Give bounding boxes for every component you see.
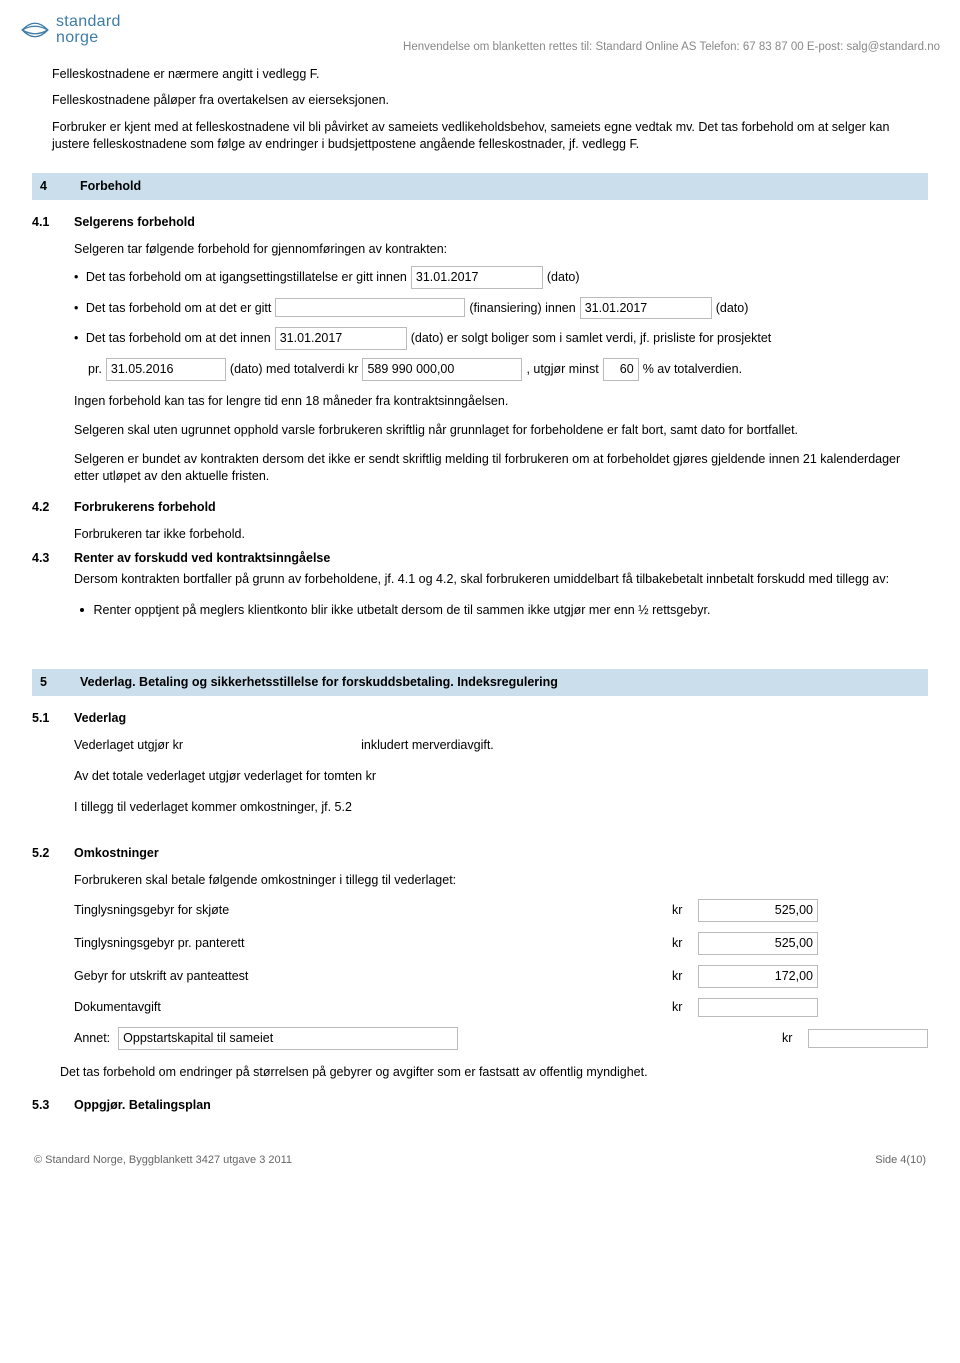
s41-bullet-1: • Det tas forbehold om at igangsettingst… [74,266,928,289]
bullet-icon [80,608,84,612]
s41-bullet-3: • Det tas forbehold om at det innen 31.0… [74,327,928,350]
section-5-3-head: 5.3 Oppgjør. Betalingsplan [32,1097,928,1114]
cost-amount-field[interactable]: 525,00 [698,899,818,922]
cost-kr-label: kr [672,935,690,952]
cost-label: Dokumentavgift [74,999,664,1016]
section-4-bar: 4 Forbehold [32,173,928,200]
s43-body: Dersom kontrakten bortfaller på grunn av… [74,571,928,588]
page-header: standard norge Henvendelse om blanketten… [20,14,940,56]
intro-para-1: Felleskostnadene er nærmere angitt i ved… [52,66,928,83]
cost-label: Gebyr for utskrift av panteattest [74,968,664,985]
cost-row-annet: Annet: Oppstartskapital til sameiet kr [74,1027,928,1050]
header-contact: Henvendelse om blanketten rettes til: St… [403,40,940,56]
solgt-date-field[interactable]: 31.01.2017 [275,327,407,350]
logo-text: standard norge [56,14,121,46]
cost-label: Tinglysningsgebyr for skjøte [74,902,664,919]
s41-bullet-3b: pr. 31.05.2016 (dato) med totalverdi kr … [88,358,928,381]
cost-row: Tinglysningsgebyr pr. panterett kr 525,00 [74,932,928,955]
section-5-bar: 5 Vederlag. Betaling og sikkerhetsstille… [32,669,928,696]
footer-copyright: © Standard Norge, Byggblankett 3427 utga… [34,1153,292,1168]
cost-row: Dokumentavgift kr [74,998,928,1017]
section-4-3-head: 4.3 Renter av forskudd ved kontraktsinng… [32,550,928,567]
s43-bullet: Renter opptjent på meglers klientkonto b… [74,602,928,619]
vederlag-line-1: Vederlaget utgjør kr inkludert merverdia… [74,737,928,754]
cost-amount-field[interactable]: 172,00 [698,965,818,988]
s42-body: Forbrukeren tar ikke forbehold. [74,526,928,543]
cost-kr-label: kr [672,968,690,985]
s52-lead: Forbrukeren skal betale følgende omkostn… [74,872,928,889]
s41-after-3: Selgeren er bundet av kontrakten dersom … [74,451,928,485]
igangsetting-date-field[interactable]: 31.01.2017 [411,266,543,289]
section-5-1-head: 5.1 Vederlag [32,710,928,727]
logo-icon [20,15,50,45]
cost-kr-label: kr [672,999,690,1016]
finansiering-date-field[interactable]: 31.01.2017 [580,297,712,320]
s52-footnote: Det tas forbehold om endringer på større… [60,1064,928,1081]
percent-field[interactable]: 60 [603,358,639,381]
cost-row: Tinglysningsgebyr for skjøte kr 525,00 [74,899,928,922]
logo: standard norge [20,14,121,46]
intro-para-2: Felleskostnadene påløper fra overtakelse… [52,92,928,109]
annet-amount-field[interactable] [808,1029,928,1048]
finansiering-field[interactable] [275,298,465,317]
page-footer: © Standard Norge, Byggblankett 3427 utga… [20,1153,940,1168]
cost-kr-label: kr [672,902,690,919]
s41-after-1: Ingen forbehold kan tas for lengre tid e… [74,393,928,410]
cost-amount-field[interactable]: 525,00 [698,932,818,955]
annet-text-field[interactable]: Oppstartskapital til sameiet [118,1027,458,1050]
section-4-2-head: 4.2 Forbrukerens forbehold [32,499,928,516]
s41-after-2: Selgeren skal uten ugrunnet opphold vars… [74,422,928,439]
cost-row: Gebyr for utskrift av panteattest kr 172,0… [74,965,928,988]
section-4-1-head: 4.1 Selgerens forbehold [32,214,928,231]
vederlag-line-2: Av det totale vederlaget utgjør vederlag… [74,768,928,785]
totalverdi-field[interactable]: 589 990 000,00 [362,358,522,381]
cost-label: Tinglysningsgebyr pr. panterett [74,935,664,952]
s41-bullet-2: • Det tas forbehold om at det er gitt (f… [74,297,928,320]
pr-date-field[interactable]: 31.05.2016 [106,358,226,381]
vederlag-line-3: I tillegg til vederlaget kommer omkostni… [74,799,928,816]
intro-para-3: Forbruker er kjent med at felleskostnade… [52,119,928,153]
footer-page-number: Side 4(10) [875,1153,926,1168]
section-5-2-head: 5.2 Omkostninger [32,845,928,862]
cost-amount-field[interactable] [698,998,818,1017]
s41-lead: Selgeren tar følgende forbehold for gjen… [74,241,928,258]
